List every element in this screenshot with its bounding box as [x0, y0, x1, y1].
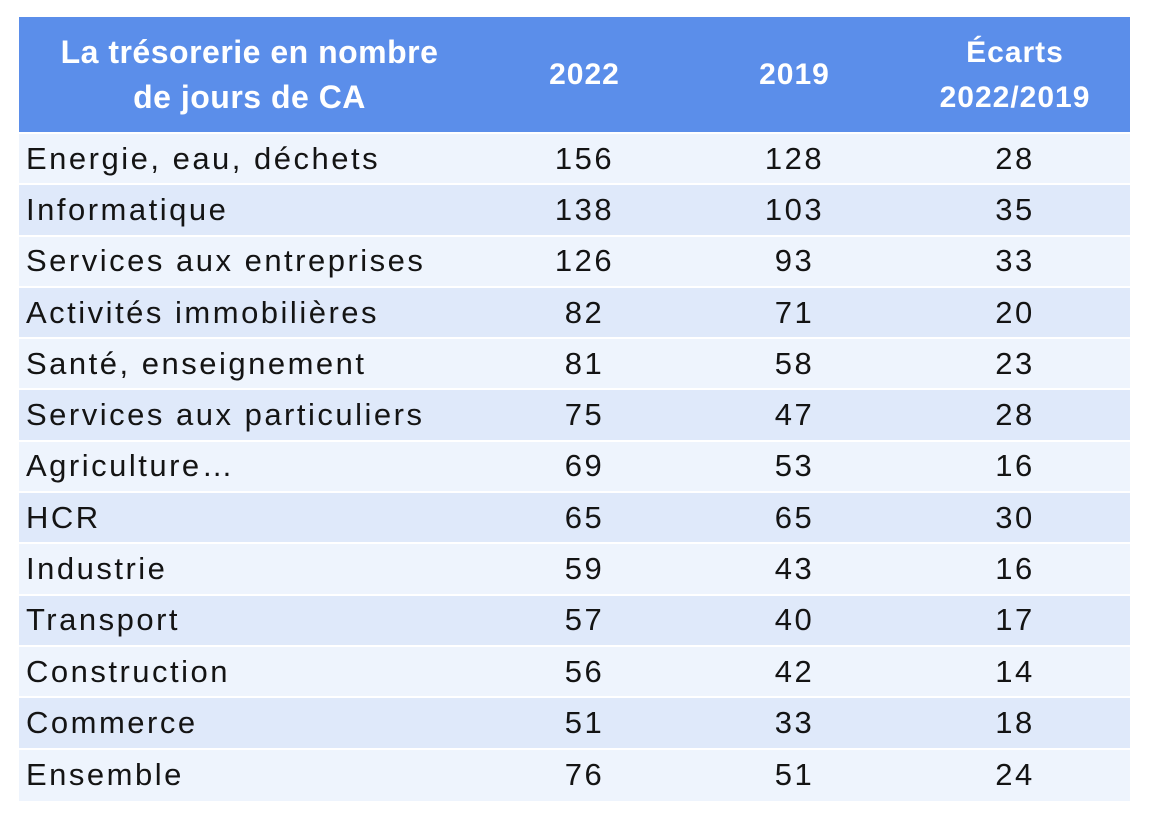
- col-header-ecarts-line1: Écarts: [966, 35, 1064, 69]
- cell-2019: 42: [774, 653, 815, 689]
- cell-ecart: 16: [995, 448, 1035, 484]
- cell-ecart: 28: [995, 397, 1035, 433]
- table-row: Informatique 138 103 35: [19, 185, 1130, 237]
- row-label: Transport: [26, 602, 181, 638]
- cell-2019: 43: [774, 551, 815, 587]
- row-label: Construction: [26, 653, 231, 689]
- cell-2019: 71: [774, 294, 815, 330]
- col-header-ecarts: Écarts 2022/2019: [900, 30, 1130, 120]
- table-title: La trésorerie en nombre de jours de CA: [19, 30, 480, 120]
- row-label: Commerce: [26, 704, 198, 740]
- cell-ecart: 35: [995, 191, 1035, 227]
- cell-ecart: 33: [995, 243, 1035, 279]
- table-row: HCR 65 65 30: [19, 493, 1130, 545]
- row-label: Santé, enseignement: [26, 345, 367, 381]
- row-label: Services aux particuliers: [26, 397, 425, 433]
- cell-ecart: 28: [995, 140, 1035, 176]
- table-row: Transport 57 40 17: [19, 595, 1130, 647]
- row-label: Ensemble: [26, 757, 184, 793]
- table-row: Energie, eau, déchets 156 128 28: [19, 134, 1130, 186]
- cell-2022: 75: [564, 397, 605, 433]
- cell-2019: 47: [774, 397, 815, 433]
- cell-2022: 138: [554, 191, 615, 227]
- cell-2022: 65: [564, 499, 605, 535]
- cell-2022: 56: [564, 653, 605, 689]
- cell-2019: 103: [764, 191, 825, 227]
- table-title-line1: La trésorerie en nombre: [60, 33, 439, 70]
- table-row: Services aux entreprises 126 93 33: [19, 236, 1130, 288]
- cell-2022: 51: [564, 704, 605, 740]
- treasury-table: La trésorerie en nombre de jours de CA 2…: [19, 17, 1130, 801]
- row-label: Energie, eau, déchets: [26, 140, 381, 176]
- table-header: La trésorerie en nombre de jours de CA 2…: [19, 17, 1130, 134]
- cell-2022: 81: [564, 345, 605, 381]
- cell-2019: 40: [774, 602, 815, 638]
- cell-2019: 128: [764, 140, 825, 176]
- cell-2019: 51: [774, 757, 815, 793]
- cell-2019: 33: [774, 704, 815, 740]
- cell-2022: 126: [554, 243, 615, 279]
- table-row: Ensemble 76 51 24: [19, 749, 1130, 801]
- cell-ecart: 30: [995, 499, 1035, 535]
- col-header-2022: 2022: [549, 58, 620, 91]
- cell-ecart: 16: [995, 551, 1035, 587]
- cell-2022: 82: [564, 294, 605, 330]
- row-label: Services aux entreprises: [26, 243, 426, 279]
- table-title-line2: de jours de CA: [133, 78, 366, 115]
- table-row: Agriculture… 69 53 16: [19, 441, 1130, 494]
- cell-2022: 69: [564, 448, 605, 484]
- cell-ecart: 23: [995, 345, 1035, 381]
- row-label: Informatique: [26, 191, 229, 227]
- cell-ecart: 17: [995, 602, 1035, 638]
- cell-2022: 59: [564, 551, 605, 587]
- row-label: HCR: [26, 499, 101, 535]
- row-label: Activités immobilières: [26, 294, 380, 330]
- cell-2022: 57: [564, 602, 605, 638]
- cell-ecart: 24: [995, 757, 1035, 793]
- row-label: Agriculture…: [26, 448, 236, 484]
- table-body: Energie, eau, déchets 156 128 28 Informa…: [19, 134, 1130, 801]
- cell-2022: 76: [564, 757, 605, 793]
- cell-ecart: 20: [995, 294, 1035, 330]
- cell-2022: 156: [554, 140, 615, 176]
- table-row: Commerce 51 33 18: [19, 698, 1130, 750]
- row-label: Industrie: [26, 551, 168, 587]
- col-header-2019: 2019: [759, 58, 830, 91]
- col-header-ecarts-line2: 2022/2019: [939, 80, 1091, 114]
- cell-2019: 93: [774, 243, 815, 279]
- cell-2019: 53: [774, 448, 815, 484]
- table-row: Construction 56 42 14: [19, 646, 1130, 699]
- cell-ecart: 18: [995, 704, 1035, 740]
- table-row: Activités immobilières 82 71 20: [19, 287, 1130, 340]
- cell-ecart: 14: [995, 653, 1035, 689]
- cell-2019: 65: [774, 499, 815, 535]
- table-row: Santé, enseignement 81 58 23: [19, 339, 1130, 391]
- cell-2019: 58: [774, 345, 815, 381]
- table-row: Services aux particuliers 75 47 28: [19, 390, 1130, 442]
- table-row: Industrie 59 43 16: [19, 544, 1130, 596]
